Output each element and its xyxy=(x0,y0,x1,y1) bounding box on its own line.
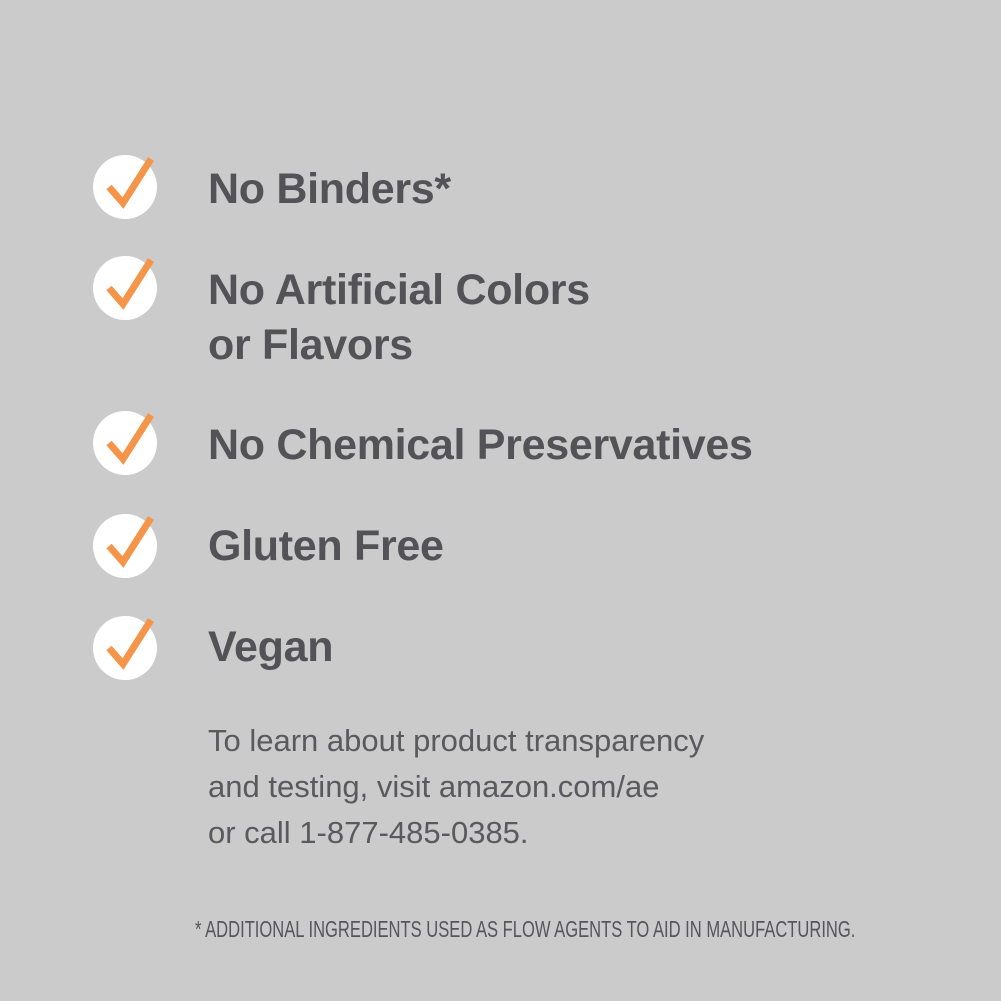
info-line: and testing, visit amazon.com/ae xyxy=(208,769,660,804)
feature-label: Vegan xyxy=(208,623,334,671)
info-line: or call 1-877-485-0385. xyxy=(208,815,529,850)
info-line: To learn about product transparency xyxy=(208,723,705,758)
feature-label: No Chemical Preservatives xyxy=(208,421,753,469)
feature-label: No Artificial Colors xyxy=(208,266,590,314)
transparency-info: To learn about product transparency and … xyxy=(208,718,704,856)
check-icon xyxy=(93,616,157,680)
check-icon xyxy=(93,256,157,320)
feature-label: or Flavors xyxy=(208,321,413,369)
feature-label: No Binders* xyxy=(208,165,451,213)
check-icon xyxy=(93,411,157,475)
check-icon xyxy=(93,155,157,219)
check-icon xyxy=(93,514,157,578)
feature-label: Gluten Free xyxy=(208,522,444,570)
footnote: * ADDITIONAL INGREDIENTS USED AS FLOW AG… xyxy=(195,916,856,942)
